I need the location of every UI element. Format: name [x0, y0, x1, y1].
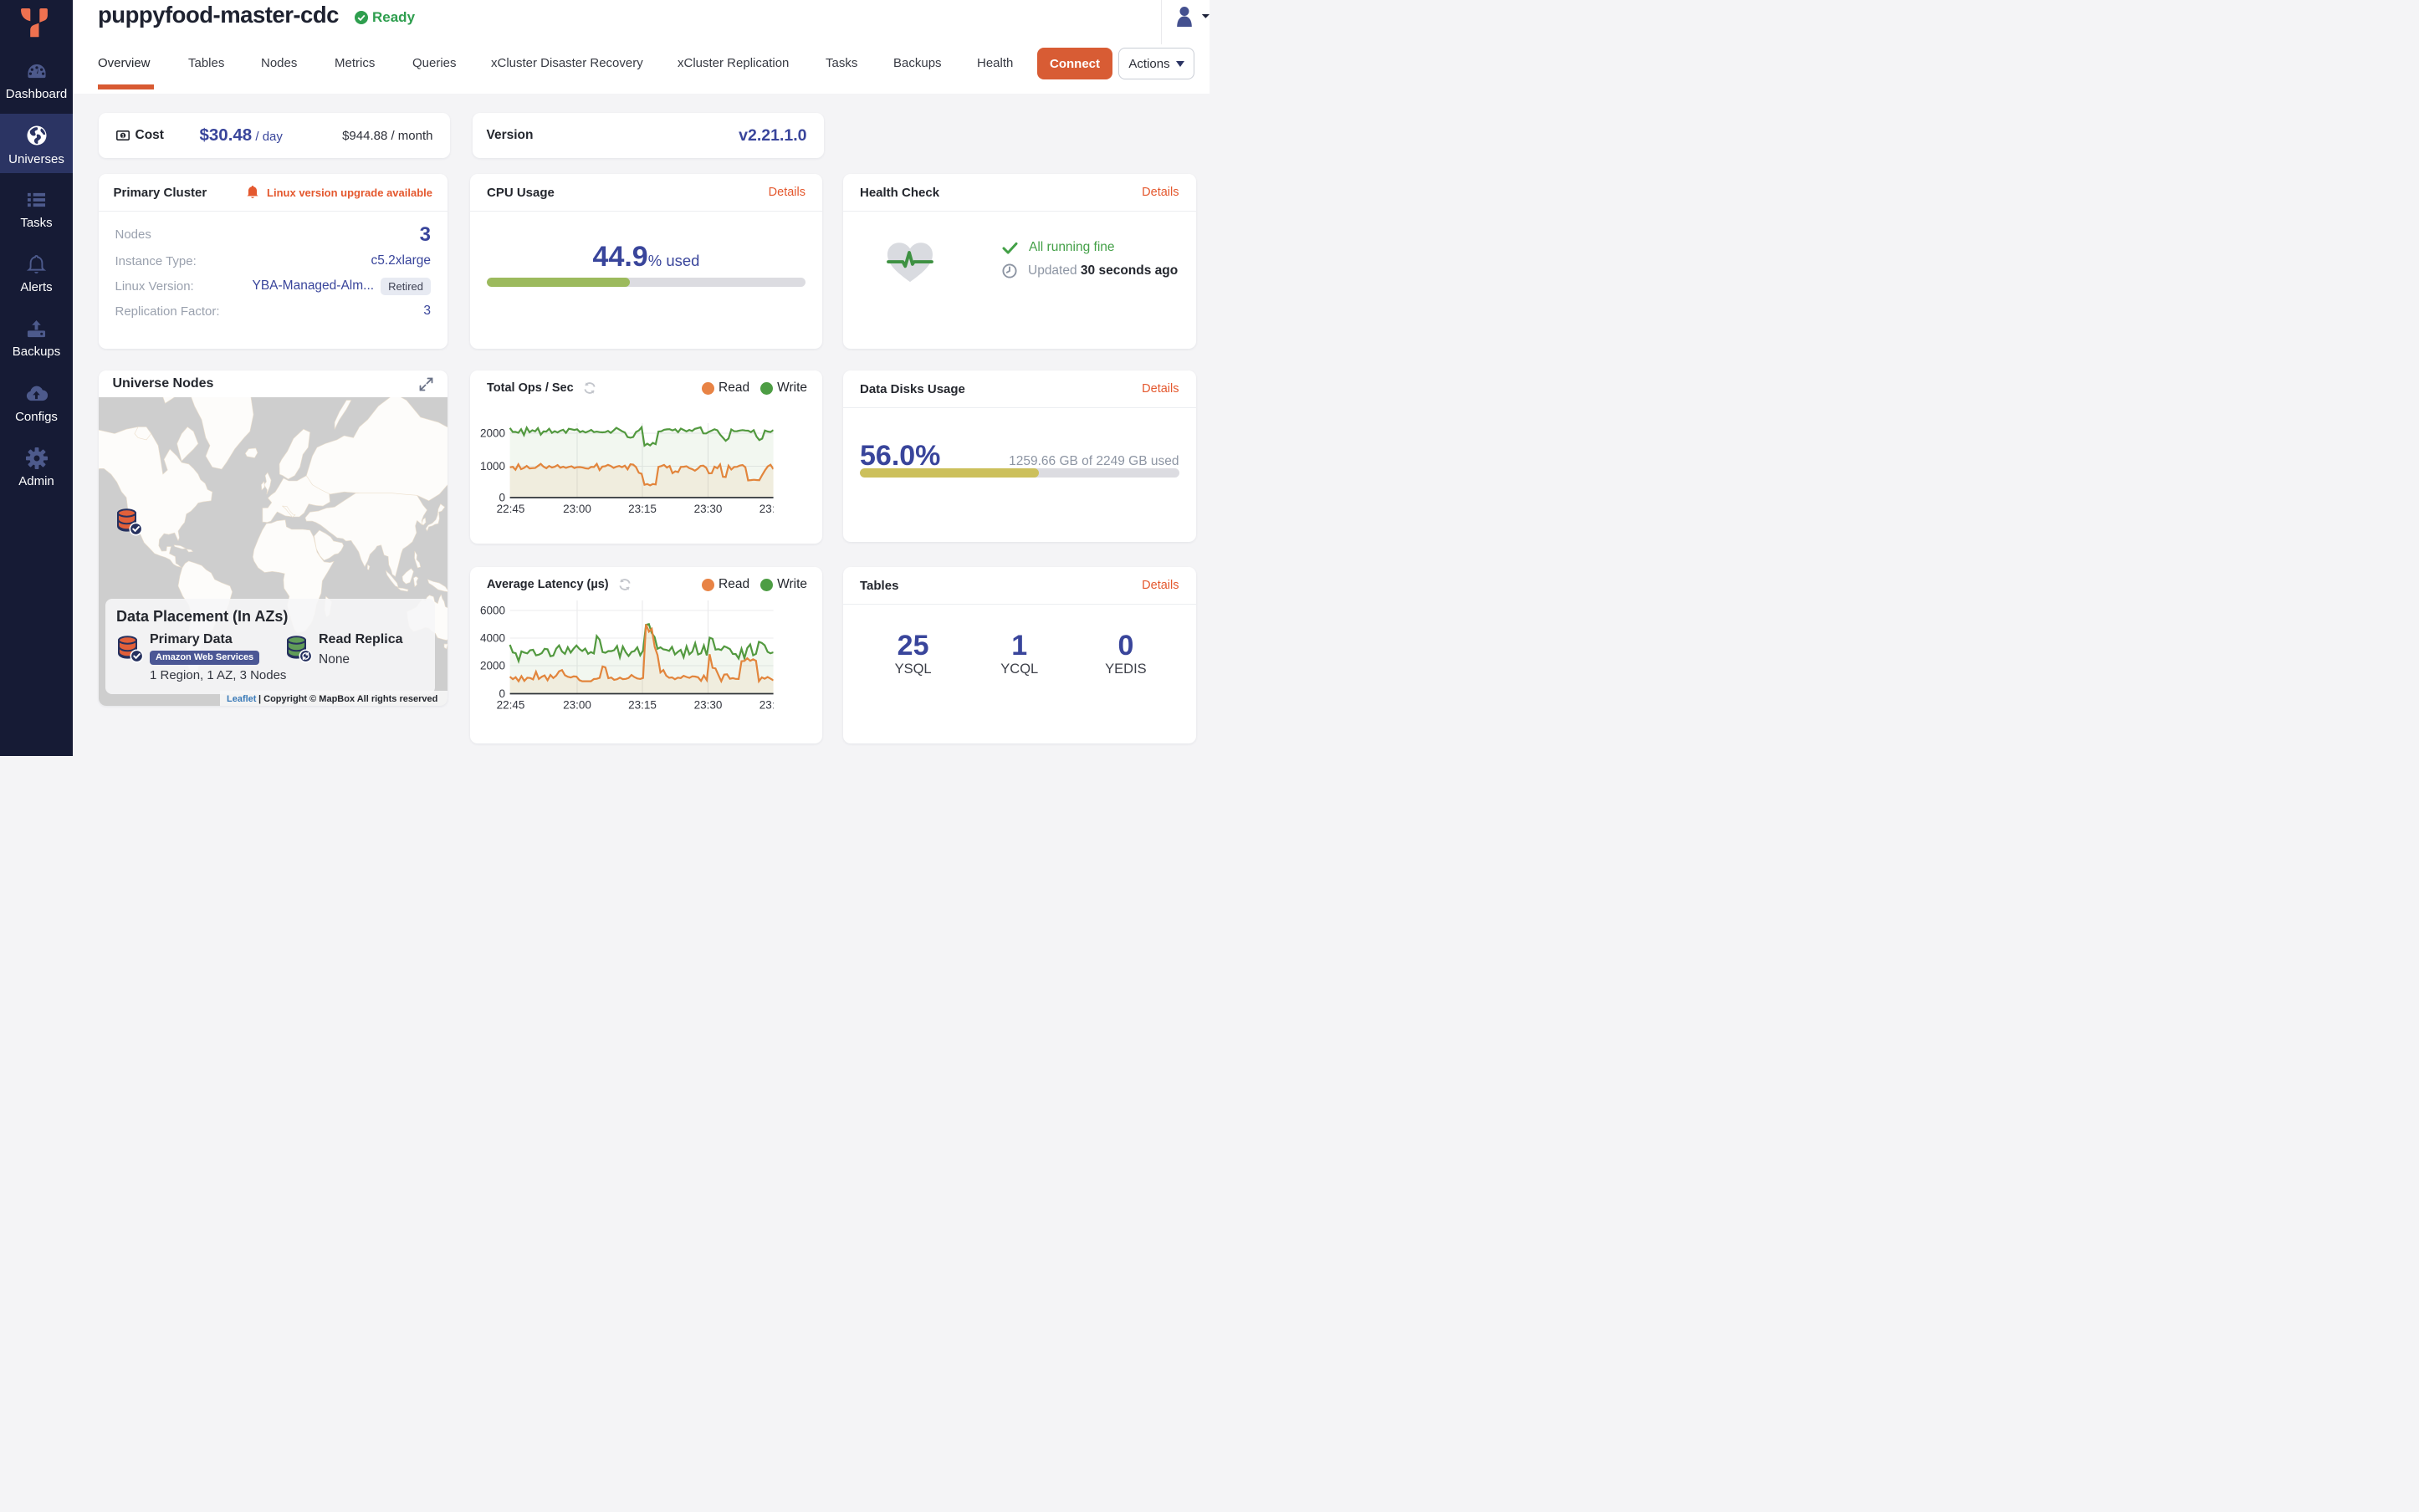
svg-text:6000: 6000	[480, 605, 505, 617]
svg-text:23:30: 23:30	[694, 699, 723, 712]
svg-text:23:45: 23:45	[759, 699, 788, 712]
svg-text:23:30: 23:30	[694, 503, 723, 515]
svg-text:2000: 2000	[480, 427, 505, 440]
svg-text:23:45: 23:45	[759, 503, 788, 515]
svg-text:0: 0	[499, 687, 505, 700]
svg-text:1000: 1000	[480, 460, 505, 472]
svg-text:23:15: 23:15	[628, 503, 657, 515]
svg-text:4000: 4000	[480, 632, 505, 645]
svg-text:23:00: 23:00	[563, 699, 591, 712]
svg-text:23:00: 23:00	[563, 503, 591, 515]
svg-text:| Copyright © MapBox All right: | Copyright © MapBox All rights reserved	[258, 694, 437, 704]
svg-text:23:15: 23:15	[628, 699, 657, 712]
svg-text:Leaflet: Leaflet	[227, 694, 257, 704]
svg-text:22:45: 22:45	[497, 503, 525, 515]
svg-text:0: 0	[499, 492, 505, 504]
svg-text:2000: 2000	[480, 660, 505, 672]
svg-text:22:45: 22:45	[497, 699, 525, 712]
svg-text:1: 1	[121, 134, 125, 139]
